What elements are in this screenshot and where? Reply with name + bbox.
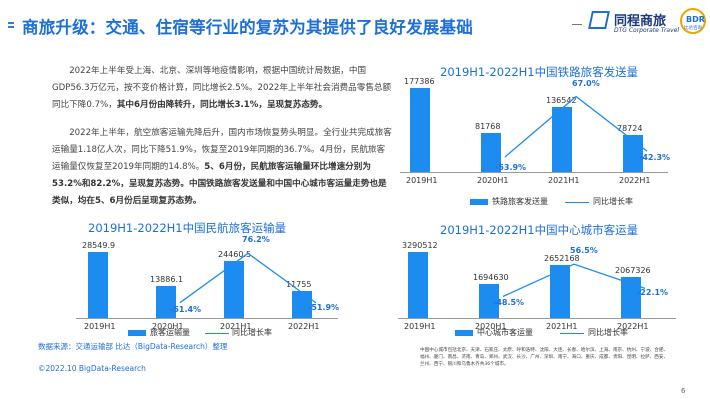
air-bar-2021H1 (224, 261, 244, 318)
paragraph-1: 2022年上半年受上海、北京、深圳等地疫情影响，根据中国统计局数据，中国GDP5… (52, 63, 392, 114)
city-growth-label: 56.5% (570, 246, 598, 256)
data-source: 数据来源：交通运输部 比达（BigData-Research）整理 (38, 342, 228, 351)
rail-x-axis (400, 172, 668, 173)
rail-growth-label: -42.3% (639, 153, 671, 163)
rail-legend-bar-label: 铁路旅客发送量 (492, 197, 548, 206)
city-value-label: 3290512 (402, 241, 438, 250)
bdr-logo-text: BDR (686, 15, 705, 24)
air-chart-title: 2019H1-2022H1中国民航旅客运输量 (88, 221, 287, 235)
logo-text: 同程商旅 (614, 14, 667, 29)
city-note: 中国中心城市包括北京、天津、石家庄、太原、呼和浩特、沈阳、大连、长春、哈尔滨、上… (420, 348, 669, 367)
rail-category-label: 2022H1 (619, 176, 651, 185)
title-marker (8, 22, 14, 24)
city-bar-2021H1 (550, 264, 570, 318)
air-legend-bar-swatch (128, 330, 146, 336)
rail-value-label: 136542 (546, 96, 577, 106)
air-category-label: 2022H1 (288, 322, 320, 331)
rail-legend-bar-swatch (470, 199, 488, 205)
paragraph-1-text: 2022年上半年受上海、北京、深圳等地疫情影响，根据中国统计局数据，中国GDP5… (52, 66, 392, 110)
city-bar-2022H1 (621, 276, 641, 318)
air-bar-2019H1 (88, 252, 108, 318)
city-value-label: 2067326 (615, 265, 651, 275)
air-category-label: 2019H1 (84, 322, 116, 331)
air-legend-line-swatch (205, 333, 229, 334)
air-growth-label: -51.4% (170, 304, 202, 314)
city-bar-2019H1 (408, 252, 428, 318)
rail-growth-label: 67.0% (572, 78, 600, 88)
title-marker-2 (8, 26, 14, 28)
rail-growth-label: -53.9% (495, 162, 527, 172)
paragraph-2-text: 2022年上半年，航空旅客运输先降后升，国内市场恢复势头明显。全行业共完成旅客运… (52, 128, 392, 172)
rail-legend-line-label: 同比增长率 (593, 197, 633, 206)
air-growth-line (179, 252, 317, 304)
air-legend-bar-label: 旅客运输量 (150, 328, 190, 337)
air-value-label: 24460.5 (218, 250, 252, 260)
air-value-label: 13886.1 (150, 274, 184, 284)
air-bar-2020H1 (156, 285, 176, 318)
bdr-logo-icon: BDR 比达咨询 (680, 8, 706, 34)
city-bar-2020H1 (479, 284, 499, 318)
air-growth-label: 76.2% (242, 235, 270, 245)
rail-value-label: 177386 (404, 77, 435, 86)
copyright: ©2022.10 BigData-Research (38, 364, 146, 373)
city-category-label: 2020H1 (475, 322, 507, 331)
rail-category-label: 2019H1 (406, 176, 438, 185)
city-legend-line-swatch (560, 333, 584, 334)
city-category-label: 2022H1 (617, 322, 649, 331)
city-legend-bar-swatch (455, 330, 473, 336)
paragraph-1-highlight: 其中6月份由降转升，同比增长3.1%，呈现复苏态势。 (116, 100, 328, 110)
rail-bar-2021H1 (552, 107, 572, 172)
city-legend-bar-label: 中心城市客运量 (477, 328, 533, 337)
city-value-label: 1694630 (473, 273, 509, 282)
air-category-label: 2021H1 (220, 322, 252, 331)
rail-bar-2019H1 (410, 88, 430, 172)
air-category-label: 2020H1 (152, 322, 184, 331)
air-value-label: 28549.9 (82, 241, 116, 250)
logo: 同程商旅 DTG Corporate Travel BDR 比达咨询 (588, 8, 706, 38)
city-growth-label: -48.5% (493, 298, 525, 308)
rail-value-label: 78724 (617, 123, 643, 133)
air-legend-line-label: 同比增长率 (232, 328, 272, 337)
bdr-logo-subtext: 比达咨询 (684, 26, 702, 31)
air-growth-label: -51.9% (308, 302, 340, 312)
city-growth-line (502, 263, 646, 298)
rail-growth-line (504, 95, 648, 158)
air-bar-2022H1 (292, 290, 312, 318)
city-category-label: 2019H1 (404, 322, 436, 331)
city-growth-label: -22.1% (637, 288, 669, 298)
city-category-label: 2021H1 (546, 322, 578, 331)
rail-chart-title: 2019H1-2022H1中国铁路旅客发送量 (440, 65, 639, 79)
logo-subtext: DTG Corporate Travel (614, 27, 679, 34)
rail-category-label: 2020H1 (477, 176, 509, 185)
city-legend-line-label: 同比增长率 (588, 328, 628, 337)
city-value-label: 2652168 (544, 253, 580, 263)
page-header: 商旅升级：交通、住宿等行业的复苏为其提供了良好发展基础 同程商旅 DTG Cor… (0, 0, 710, 42)
paragraph-2: 2022年上半年，航空旅客运输先降后升，国内市场恢复势头明显。全行业共完成旅客运… (52, 125, 392, 210)
page-title: 商旅升级：交通、住宿等行业的复苏为其提供了良好发展基础 (22, 18, 473, 37)
city-x-axis (398, 318, 676, 319)
air-value-label: 11755 (286, 279, 312, 289)
rail-category-label: 2021H1 (548, 176, 580, 185)
title-divider (572, 24, 582, 25)
rail-bar-2020H1 (481, 133, 501, 172)
air-x-axis (76, 318, 338, 319)
rail-value-label: 81768 (475, 122, 501, 132)
city-chart-title: 2019H1-2022H1中国中心城市客运量 (440, 223, 639, 237)
paragraph-2-highlight: 5、6月份，民航旅客运输量环比增速分别为53.2%和82.2%，呈现复苏态势。中… (52, 162, 387, 206)
page-number: 6 (681, 387, 686, 395)
rail-legend-line-swatch (565, 202, 589, 203)
